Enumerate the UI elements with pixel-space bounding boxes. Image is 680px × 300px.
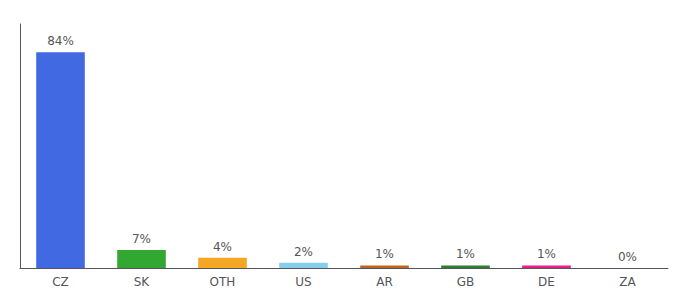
svg-text:2%: 2% [294, 245, 313, 259]
svg-text:84%: 84% [47, 34, 74, 48]
svg-text:1%: 1% [537, 247, 556, 261]
svg-text:CZ: CZ [52, 275, 69, 289]
svg-text:US: US [295, 275, 311, 289]
svg-text:4%: 4% [213, 240, 232, 254]
svg-text:1%: 1% [375, 247, 394, 261]
svg-text:SK: SK [134, 275, 151, 289]
svg-text:AR: AR [376, 275, 393, 289]
svg-text:0%: 0% [618, 250, 637, 264]
svg-text:7%: 7% [132, 232, 151, 246]
svg-text:ZA: ZA [619, 275, 636, 289]
svg-text:DE: DE [538, 275, 555, 289]
svg-text:OTH: OTH [210, 275, 236, 289]
svg-text:GB: GB [457, 275, 475, 289]
svg-text:1%: 1% [456, 247, 475, 261]
